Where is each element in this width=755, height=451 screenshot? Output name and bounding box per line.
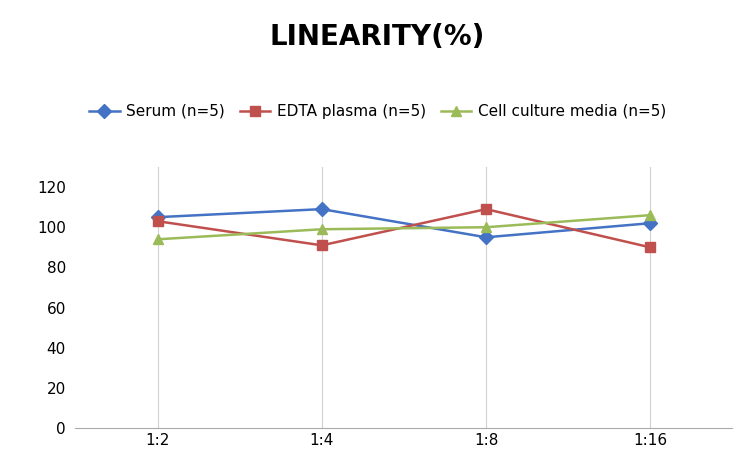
Text: LINEARITY(%): LINEARITY(%) bbox=[270, 23, 485, 51]
Serum (n=5) bbox=[482, 235, 491, 240]
EDTA plasma (n=5) bbox=[482, 207, 491, 212]
EDTA plasma (n=5) bbox=[153, 218, 162, 224]
Legend: Serum (n=5), EDTA plasma (n=5), Cell culture media (n=5): Serum (n=5), EDTA plasma (n=5), Cell cul… bbox=[83, 98, 672, 125]
Serum (n=5) bbox=[646, 221, 655, 226]
Line: EDTA plasma (n=5): EDTA plasma (n=5) bbox=[153, 204, 655, 252]
Serum (n=5) bbox=[153, 215, 162, 220]
EDTA plasma (n=5) bbox=[646, 244, 655, 250]
Cell culture media (n=5) bbox=[646, 212, 655, 218]
Serum (n=5) bbox=[317, 207, 326, 212]
EDTA plasma (n=5) bbox=[317, 243, 326, 248]
Cell culture media (n=5) bbox=[153, 237, 162, 242]
Cell culture media (n=5) bbox=[482, 225, 491, 230]
Line: Serum (n=5): Serum (n=5) bbox=[153, 204, 655, 242]
Line: Cell culture media (n=5): Cell culture media (n=5) bbox=[153, 210, 655, 244]
Cell culture media (n=5) bbox=[317, 226, 326, 232]
